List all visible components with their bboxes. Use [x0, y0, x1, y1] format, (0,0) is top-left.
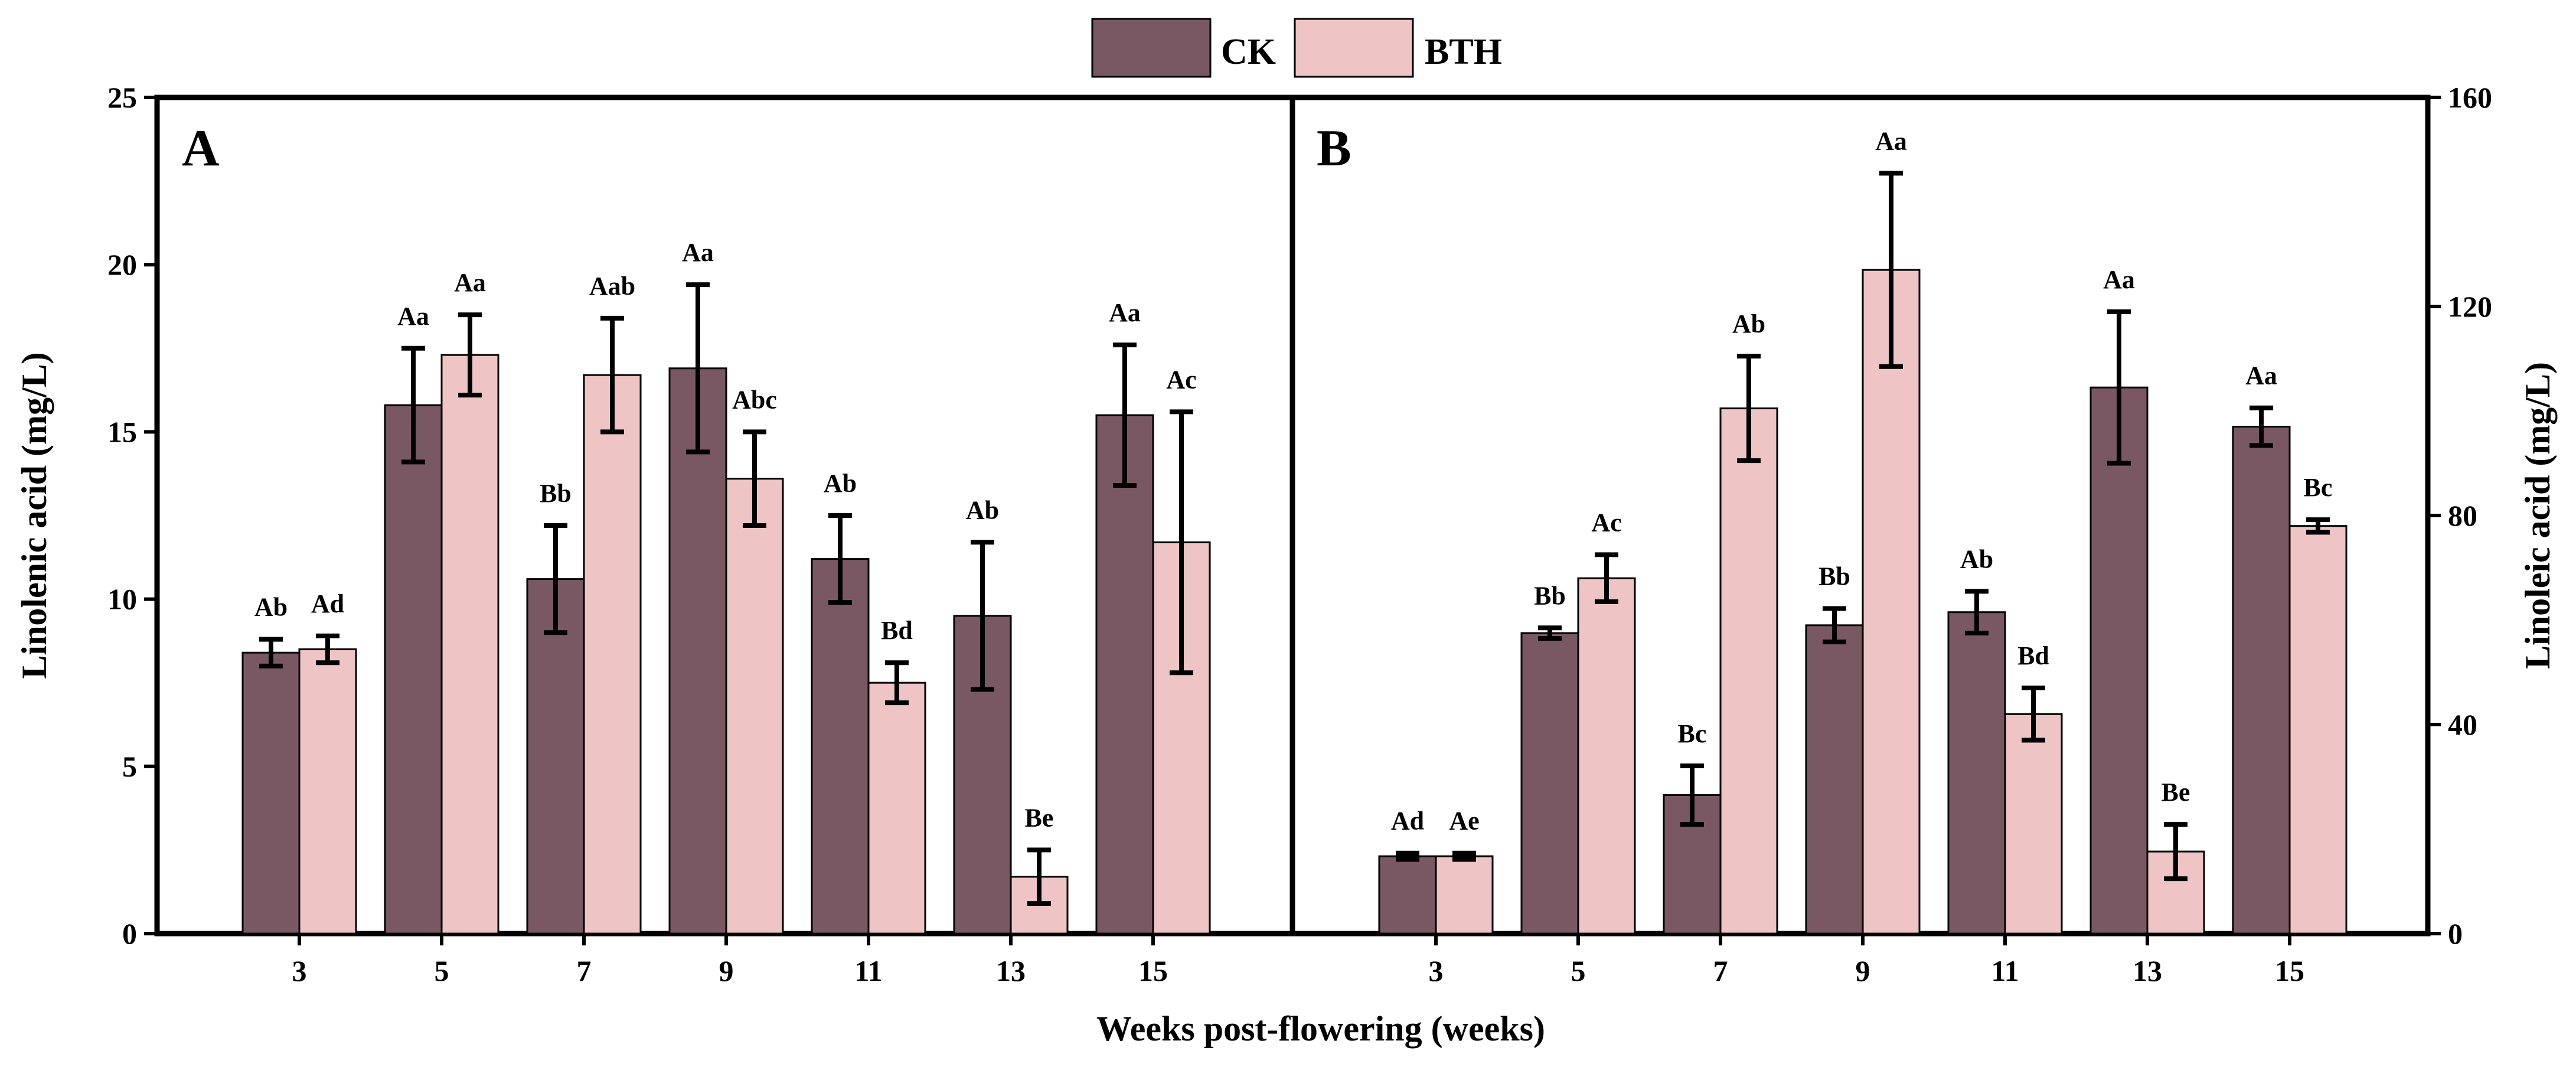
significance-label: Ab — [1732, 309, 1765, 338]
bar-bth — [2004, 713, 2063, 935]
bar-bth — [1719, 407, 1778, 935]
bar-ck — [2089, 386, 2149, 935]
panel-a: 0 5 10 15 20 25 3 Ab Ad 5 Aa Aa 7 Bb Aab 9 Aa Abc 11 Ab Bd 13… — [107, 81, 1211, 987]
bar-ck — [1805, 624, 1864, 935]
significance-label: Aa — [397, 302, 429, 331]
x-tick-label: 13 — [2133, 954, 2162, 987]
y-tick-label: 80 — [2448, 499, 2477, 532]
y-tick-label: 40 — [2448, 708, 2477, 741]
y-tick-label: 0 — [122, 917, 137, 950]
x-tick-label: 3 — [1429, 954, 1444, 987]
significance-label: Aa — [2103, 265, 2135, 294]
y-axis-title-left: Linolenic acid (mg/L) — [15, 352, 54, 678]
bar-ck — [241, 651, 301, 935]
x-tick-label: 13 — [996, 954, 1026, 987]
x-tick-label: 7 — [577, 954, 592, 987]
legend: CK BTH — [1091, 18, 1502, 78]
bar-ck — [811, 558, 870, 935]
bar-ck — [668, 367, 727, 935]
y-tick-label: 120 — [2448, 290, 2492, 323]
significance-label: Bb — [540, 479, 572, 508]
significance-label: Ae — [1449, 807, 1479, 836]
x-tick-label: 15 — [1138, 954, 1168, 987]
bar-ck — [526, 578, 585, 935]
significance-label: Ad — [311, 589, 344, 618]
x-tick-label: 9 — [1856, 954, 1870, 987]
significance-label: Bc — [2304, 473, 2333, 502]
panel-label-b: B — [1317, 120, 1351, 177]
bar-bth — [1577, 577, 1636, 935]
x-tick-label: 11 — [854, 954, 882, 987]
bar-ck — [1947, 611, 2006, 935]
significance-label: Bb — [1818, 562, 1850, 591]
significance-label: Bb — [1534, 581, 1566, 610]
x-axis-title: Weeks post-flowering (weeks) — [1096, 1009, 1545, 1048]
significance-label: Be — [1025, 803, 1054, 832]
significance-label: Abc — [732, 385, 777, 414]
y-tick-label: 10 — [107, 583, 137, 616]
significance-label: Aa — [2245, 361, 2277, 390]
y-tick-label: 5 — [122, 750, 137, 783]
y-tick-label: 160 — [2448, 81, 2492, 114]
legend-label-bth: BTH — [1425, 32, 1502, 72]
bar-ck — [384, 404, 443, 935]
y-axis-title-right: Linoleic acid (mg/L) — [2518, 362, 2557, 669]
bar-bth — [867, 681, 926, 935]
significance-label: Ac — [1591, 508, 1621, 537]
y-tick-label: 15 — [107, 415, 137, 448]
bar-ck — [1095, 414, 1154, 935]
significance-label: Bd — [2017, 641, 2049, 670]
bar-bth — [2288, 525, 2348, 935]
significance-label: Aa — [682, 238, 714, 267]
bar-bth — [440, 354, 499, 935]
x-tick-label: 5 — [1571, 954, 1586, 987]
bar-bth — [725, 478, 784, 935]
x-tick-label: 9 — [719, 954, 734, 987]
significance-label: Bd — [881, 616, 913, 645]
bar-bth — [1862, 269, 1921, 935]
significance-label: Aa — [1875, 126, 1907, 155]
bar-bth — [583, 374, 642, 935]
significance-label: Aab — [589, 272, 635, 301]
significance-label: Ab — [254, 593, 288, 622]
bar-bth — [298, 648, 357, 935]
bar-ck — [1520, 632, 1579, 935]
x-tick-label: 5 — [435, 954, 449, 987]
significance-label: Ab — [1960, 544, 1993, 573]
significance-label: Aa — [454, 268, 486, 297]
panel-label-a: A — [182, 120, 220, 177]
significance-label: Ab — [824, 469, 857, 498]
legend-label-ck: CK — [1221, 32, 1276, 72]
y-tick-label: 0 — [2448, 917, 2463, 950]
x-tick-label: 3 — [292, 954, 307, 987]
legend-swatch-bth — [1294, 18, 1414, 78]
legend-swatch-ck — [1091, 18, 1212, 78]
x-tick-label: 15 — [2275, 954, 2304, 987]
panel-b: 0 40 80 120 160 3 Ad Ae 5 Bb Ac 7 Bc Ab 9 Bb Aa 11 Ab Bd 13 A… — [1378, 81, 2492, 987]
y-tick-label: 25 — [107, 81, 137, 114]
significance-label: Ad — [1391, 807, 1424, 836]
x-tick-label: 7 — [1713, 954, 1728, 987]
significance-label: Be — [2162, 778, 2190, 807]
significance-label: Bc — [1678, 719, 1707, 748]
significance-label: Aa — [1109, 298, 1141, 327]
bar-bth — [1435, 855, 1494, 935]
x-tick-label: 11 — [1991, 954, 2019, 987]
significance-label: Ab — [966, 495, 999, 524]
significance-label: Ac — [1166, 365, 1196, 394]
y-tick-label: 20 — [107, 248, 137, 281]
bar-ck — [1378, 855, 1437, 935]
bar-ck — [2232, 426, 2291, 935]
